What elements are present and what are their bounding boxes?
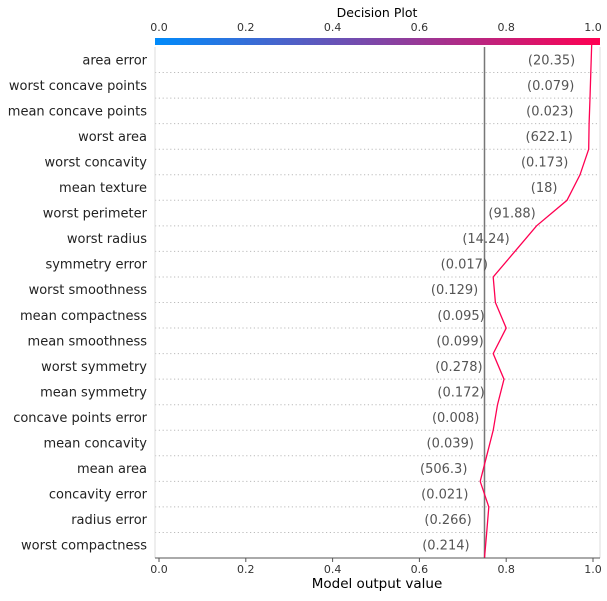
x-tick-label: 0.6 <box>411 563 429 576</box>
feature-label: mean texture <box>59 181 147 196</box>
decision-path-line <box>479 43 593 559</box>
x-tick-label: 0.0 <box>150 563 168 576</box>
feature-label: worst smoothness <box>29 283 148 298</box>
feature-label: mean concavity <box>43 437 147 452</box>
feature-label: area error <box>82 53 147 68</box>
colorbar <box>155 38 600 45</box>
feature-value-label: (0.173) <box>521 155 568 170</box>
feature-label: concave points error <box>13 411 147 426</box>
feature-value-label: (0.129) <box>431 283 478 298</box>
feature-value-label: (0.214) <box>422 539 469 554</box>
feature-label: mean area <box>77 462 147 477</box>
colorbar-tick-label: 0.6 <box>411 21 429 34</box>
feature-value-label: (0.099) <box>436 334 483 349</box>
feature-label: concavity error <box>49 488 148 503</box>
feature-label: worst perimeter <box>43 207 148 222</box>
feature-grid <box>155 72 600 559</box>
feature-labels: area error worst concave points mean conca… <box>8 53 148 553</box>
colorbar-tick-label: 0.8 <box>497 21 515 34</box>
feature-value-label: (0.008) <box>432 411 479 426</box>
feature-value-label: (20.35) <box>528 53 575 68</box>
feature-label: radius error <box>71 513 147 528</box>
x-tick-label: 1.0 <box>584 563 602 576</box>
feature-label: worst concavity <box>45 155 148 170</box>
feature-value-label: (0.017) <box>441 258 488 273</box>
colorbar-tick-label: 0.0 <box>150 21 168 34</box>
colorbar-tick-label: 1.0 <box>584 21 602 34</box>
chart-title: Decision Plot <box>337 5 418 20</box>
feature-value-label: (0.266) <box>424 513 471 528</box>
x-axis-ticks: 0.0 0.2 0.4 0.6 0.8 1.0 <box>150 558 602 576</box>
feature-label: worst radius <box>67 232 147 247</box>
feature-label: mean compactness <box>20 309 147 324</box>
feature-value-label: (0.095) <box>437 309 484 324</box>
x-axis-label: Model output value <box>312 576 443 592</box>
feature-value-label: (506.3) <box>420 462 467 477</box>
feature-label: mean concave points <box>8 104 147 119</box>
feature-label: worst symmetry <box>41 360 147 375</box>
feature-value-label: (18) <box>531 181 558 196</box>
x-tick-label: 0.8 <box>497 563 515 576</box>
colorbar-tick-label: 0.4 <box>324 21 342 34</box>
feature-label: mean symmetry <box>40 385 147 400</box>
feature-value-labels: (20.35) (0.079) (0.023) (622.1) (0.173) (18) (… <box>420 53 575 553</box>
feature-value-label: (91.88) <box>488 207 535 222</box>
feature-label: worst compactness <box>21 539 147 554</box>
feature-value-label: (0.172) <box>437 385 484 400</box>
feature-value-label: (0.039) <box>427 437 474 452</box>
feature-label: worst area <box>78 130 147 145</box>
feature-label: symmetry error <box>45 258 147 273</box>
x-tick-label: 0.4 <box>324 563 342 576</box>
feature-value-label: (0.021) <box>421 488 468 503</box>
feature-label: mean smoothness <box>28 334 148 349</box>
feature-value-label: (0.023) <box>526 104 573 119</box>
feature-value-label: (14.24) <box>462 232 509 247</box>
feature-label: worst concave points <box>9 79 147 94</box>
feature-value-label: (0.278) <box>435 360 482 375</box>
colorbar-tick-labels: 0.0 0.2 0.4 0.6 0.8 1.0 <box>150 21 602 34</box>
colorbar-tick-label: 0.2 <box>237 21 255 34</box>
x-tick-label: 0.2 <box>237 563 255 576</box>
feature-value-label: (622.1) <box>526 130 573 145</box>
feature-value-label: (0.079) <box>527 79 574 94</box>
